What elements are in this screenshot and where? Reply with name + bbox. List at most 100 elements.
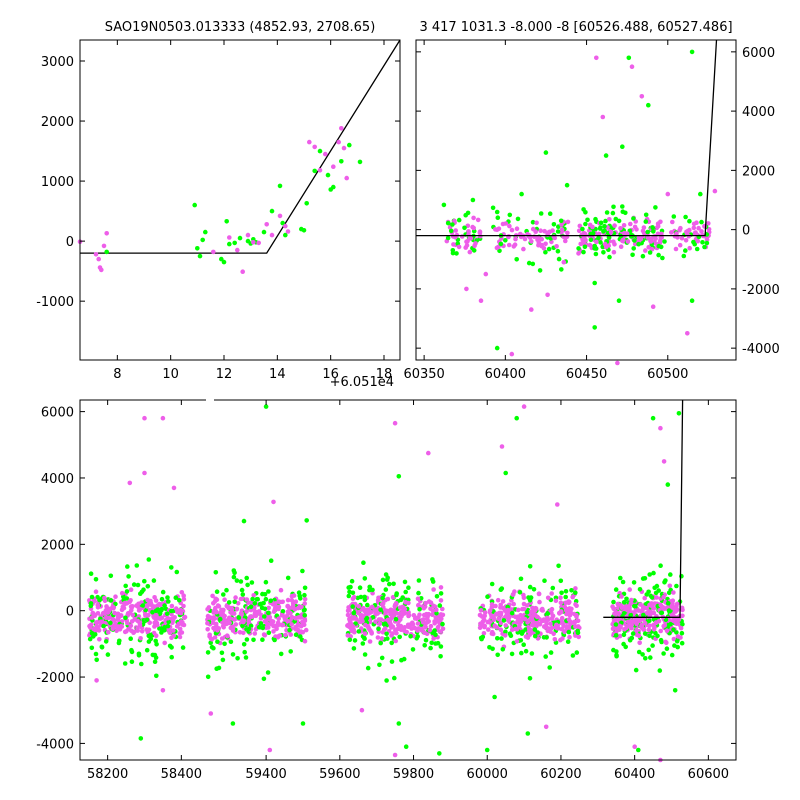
full-season-point bbox=[248, 604, 254, 610]
zoom-right-band-point bbox=[513, 236, 518, 242]
full-season-point bbox=[416, 615, 421, 620]
full-season-point bbox=[636, 633, 642, 639]
full-season-point bbox=[392, 675, 397, 681]
zoom-right-band-point bbox=[656, 243, 662, 249]
full-season-point bbox=[427, 627, 433, 633]
zoom-right-band-point bbox=[529, 239, 534, 244]
full-season-point bbox=[541, 624, 547, 629]
zoom-right-band-point bbox=[671, 214, 677, 219]
zoom-left-green-point bbox=[227, 241, 232, 247]
full-season-point bbox=[623, 606, 628, 612]
full-season-point bbox=[138, 636, 143, 641]
full-season-point bbox=[503, 623, 509, 628]
zoom-right-band-point bbox=[511, 244, 517, 249]
full-season-point bbox=[218, 610, 223, 616]
full-season-point bbox=[553, 598, 559, 604]
full-season-point bbox=[498, 627, 504, 632]
full-season-point bbox=[515, 616, 521, 621]
full-season-point bbox=[266, 630, 272, 635]
zoom-right-band-point bbox=[704, 240, 710, 246]
full-outlier-point bbox=[142, 470, 147, 476]
full-season-point bbox=[550, 585, 556, 591]
full-season-point bbox=[550, 613, 556, 618]
full-season-point bbox=[205, 650, 211, 655]
full-model-line bbox=[603, 399, 684, 618]
zoom-right-green-point bbox=[626, 55, 632, 61]
full-season-point bbox=[388, 607, 394, 613]
full-season-point bbox=[275, 620, 281, 625]
zoom-left-green-point bbox=[325, 172, 331, 178]
zoom-right-band-point bbox=[543, 249, 548, 255]
full-season-point bbox=[162, 640, 167, 646]
full-outlier-point bbox=[499, 444, 505, 449]
zoom-left-green-point bbox=[357, 159, 363, 165]
full-season-point bbox=[491, 615, 496, 621]
zoom-right-band-point bbox=[607, 217, 612, 222]
zoom-right-band-point bbox=[683, 248, 688, 253]
full-season-point bbox=[675, 634, 681, 639]
full-season-point bbox=[88, 603, 94, 609]
full-season-point bbox=[231, 574, 237, 580]
zoom-right-band-point bbox=[611, 249, 617, 255]
zoom-right-band-point bbox=[456, 244, 462, 250]
zoom-right-band-point bbox=[565, 219, 571, 225]
zoom-right-title: 3 417 1031.3 -8.000 -8 [60526.488, 60527… bbox=[419, 20, 732, 35]
full-season-point bbox=[630, 631, 636, 636]
full-season-point bbox=[173, 606, 179, 611]
zoom-right-plot-area bbox=[416, 40, 736, 360]
full-season-point bbox=[403, 600, 408, 605]
full-season-point bbox=[278, 651, 284, 657]
zoom-right-band-point bbox=[643, 248, 648, 253]
full-season-point bbox=[165, 611, 170, 616]
full-season-point bbox=[646, 589, 651, 595]
full-season-point bbox=[97, 637, 102, 642]
full-season-point bbox=[431, 587, 436, 592]
full-season-point bbox=[159, 596, 165, 602]
full-season-point bbox=[126, 574, 131, 579]
full-season-point bbox=[632, 603, 637, 609]
full-season-point bbox=[217, 616, 223, 622]
full-season-point bbox=[88, 571, 94, 576]
full-season-point bbox=[574, 650, 580, 655]
full-season-point bbox=[611, 599, 616, 605]
zoom-right-band-point bbox=[509, 227, 515, 233]
zoom-left-green-point bbox=[277, 183, 283, 189]
full-season-point bbox=[423, 637, 429, 643]
full-season-point bbox=[123, 615, 128, 621]
full-season-point bbox=[640, 652, 645, 657]
zoom-right-band-point bbox=[441, 202, 447, 208]
full-season-point bbox=[162, 603, 167, 608]
full-season-point bbox=[384, 678, 389, 683]
zoom-right-band-point bbox=[654, 225, 660, 231]
zoom-right-magenta-point bbox=[615, 360, 620, 366]
full-season-point bbox=[658, 602, 664, 608]
full-season-point bbox=[219, 636, 225, 641]
full-season-point bbox=[140, 603, 146, 608]
full-season-point bbox=[406, 585, 411, 590]
full-season-point bbox=[296, 590, 302, 595]
full-season-point bbox=[285, 603, 291, 609]
full-season-point bbox=[382, 626, 388, 631]
zoom-right-band-point bbox=[495, 244, 501, 250]
zoom-right-band-point bbox=[611, 204, 616, 210]
full-season-point bbox=[500, 599, 506, 604]
zoom-right-band-point bbox=[452, 218, 457, 224]
zoom-right-band-point bbox=[580, 226, 585, 232]
full-season-point bbox=[276, 616, 282, 621]
full-season-point bbox=[160, 589, 166, 595]
full-season-point bbox=[575, 618, 581, 623]
full-season-point bbox=[629, 635, 635, 641]
full-season-point bbox=[177, 626, 183, 632]
full-season-point bbox=[150, 652, 156, 658]
full-season-point bbox=[368, 610, 374, 615]
full-season-point bbox=[214, 609, 219, 615]
zoom-right-band-point bbox=[610, 210, 616, 216]
zoom-left-magenta-point bbox=[307, 139, 312, 145]
full-season-point bbox=[230, 625, 236, 631]
full-outlier-point bbox=[160, 688, 166, 693]
full-season-point bbox=[362, 597, 368, 603]
full-xtick-label: 58200 bbox=[87, 767, 128, 782]
zoom-right-xtick-label: 60450 bbox=[566, 367, 607, 382]
zoom-left-magenta-point bbox=[344, 175, 350, 181]
full-ytick-label: 2000 bbox=[41, 538, 74, 553]
